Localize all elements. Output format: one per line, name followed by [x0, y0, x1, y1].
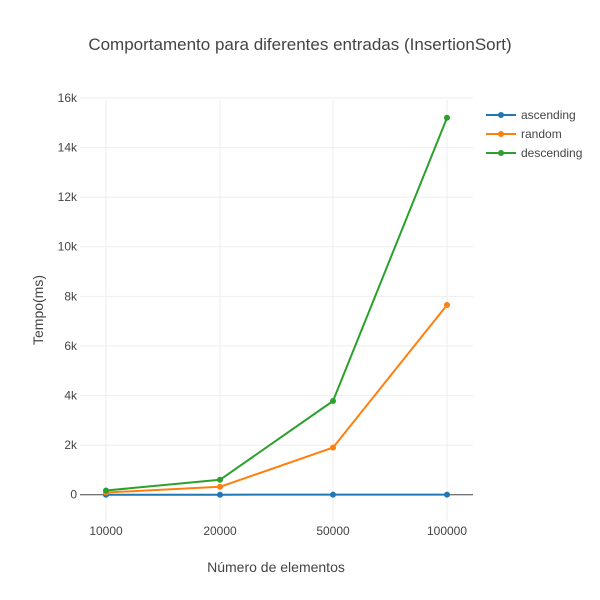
series-line — [105, 304, 448, 494]
y-tick-label: 10k — [58, 240, 78, 254]
data-point[interactable] — [444, 491, 450, 498]
data-point[interactable] — [217, 491, 223, 498]
legend-swatch-marker — [498, 112, 504, 118]
data-point[interactable] — [217, 476, 223, 483]
y-tick-label: 16k — [58, 91, 78, 105]
y-tick-label: 12k — [58, 190, 78, 204]
gridlines — [80, 97, 473, 522]
legend-item[interactable]: descending — [486, 146, 582, 160]
series-line — [105, 117, 448, 492]
y-tick-label: 0 — [70, 488, 77, 502]
x-tick-label: 20000 — [203, 524, 237, 538]
y-tick-label: 8k — [64, 289, 78, 303]
x-axis-title: Número de elementos — [207, 559, 345, 575]
series-descending — [103, 114, 450, 494]
y-tick-label: 4k — [64, 389, 78, 403]
y-tick-label: 2k — [64, 438, 78, 452]
x-tick-label: 10000 — [89, 524, 123, 538]
x-tick-label: 100000 — [427, 524, 467, 538]
y-tick-label: 14k — [58, 141, 78, 155]
data-point[interactable] — [444, 302, 450, 308]
data-point[interactable] — [330, 444, 336, 451]
x-tick-label: 50000 — [316, 524, 350, 538]
legend[interactable]: ascending random descending — [486, 108, 582, 160]
y-axis-title: Tempo(ms) — [30, 275, 46, 345]
data-point[interactable] — [330, 491, 336, 498]
data-point[interactable] — [217, 483, 223, 490]
axes: 10000 20000 50000 100000 0 2k 4k 6k 8k 10k 12k 14k 1… — [58, 91, 468, 538]
legend-label: random — [521, 127, 562, 141]
legend-swatch-marker — [498, 131, 504, 137]
series-random — [103, 302, 450, 496]
legend-label: ascending — [521, 108, 576, 122]
data-point[interactable] — [330, 398, 336, 404]
chart-title: Comportamento para diferentes entradas (… — [88, 35, 511, 54]
series-ascending — [103, 491, 450, 498]
data-point[interactable] — [103, 487, 109, 494]
y-tick-label: 6k — [64, 339, 78, 353]
legend-label: descending — [521, 146, 582, 160]
legend-item[interactable]: ascending — [486, 108, 576, 122]
legend-swatch-marker — [498, 150, 504, 156]
legend-item[interactable]: random — [486, 127, 562, 141]
series-lines — [103, 114, 450, 498]
data-point[interactable] — [444, 114, 450, 121]
